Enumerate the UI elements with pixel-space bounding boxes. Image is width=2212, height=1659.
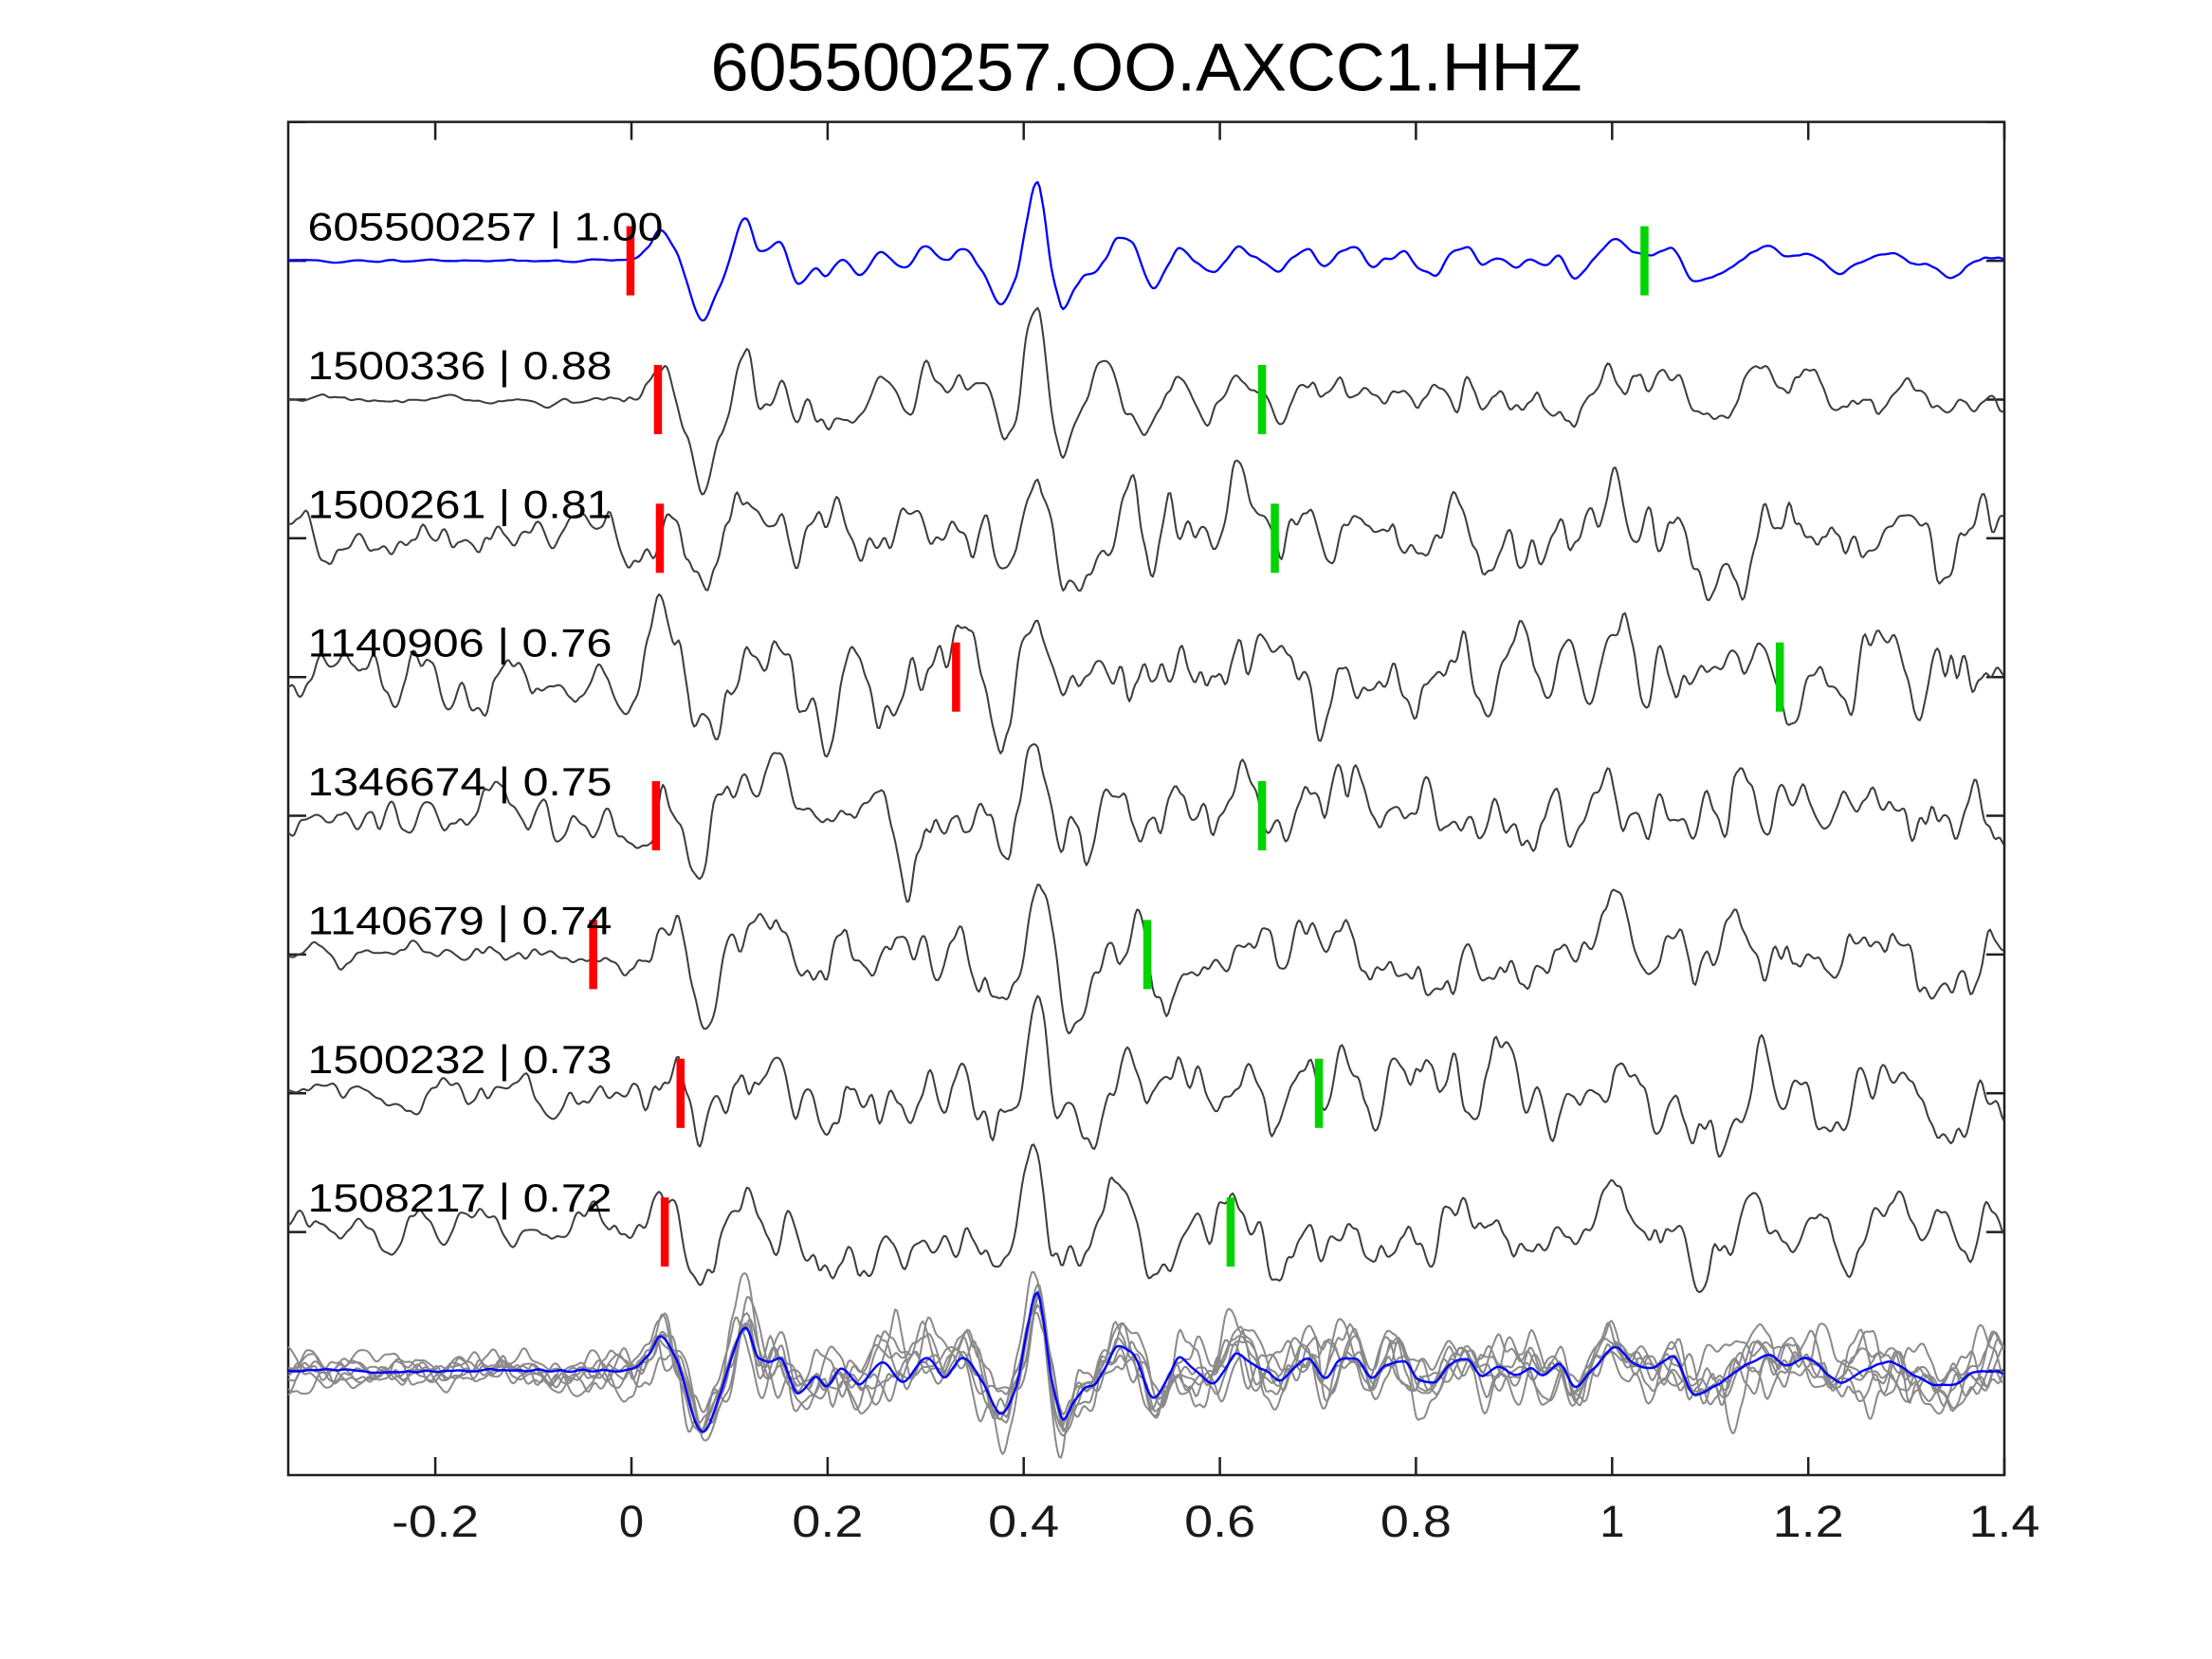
svg-text:1508217 | 0.72: 1508217 | 0.72: [308, 1176, 612, 1220]
svg-text:1500261 | 0.81: 1500261 | 0.81: [308, 482, 612, 526]
svg-text:1.4: 1.4: [1969, 1496, 2040, 1546]
svg-text:1500232 | 0.73: 1500232 | 0.73: [308, 1037, 612, 1082]
svg-text:1.2: 1.2: [1773, 1496, 1844, 1546]
svg-text:1500336 | 0.88: 1500336 | 0.88: [308, 343, 612, 388]
svg-text:0: 0: [619, 1496, 644, 1546]
svg-text:1140679 | 0.74: 1140679 | 0.74: [308, 898, 612, 942]
svg-text:0.6: 0.6: [1184, 1496, 1255, 1546]
svg-text:1: 1: [1600, 1496, 1624, 1546]
svg-text:1140906 | 0.76: 1140906 | 0.76: [308, 621, 612, 665]
svg-text:1346674 | 0.75: 1346674 | 0.75: [308, 759, 612, 804]
svg-text:0.2: 0.2: [792, 1496, 863, 1546]
svg-text:605500257.OO.AXCC1.HHZ: 605500257.OO.AXCC1.HHZ: [711, 31, 1582, 106]
svg-text:0.4: 0.4: [988, 1496, 1059, 1546]
svg-text:0.8: 0.8: [1380, 1496, 1452, 1546]
svg-text:-0.2: -0.2: [392, 1496, 479, 1546]
svg-text:605500257 | 1.00: 605500257 | 1.00: [308, 205, 664, 249]
